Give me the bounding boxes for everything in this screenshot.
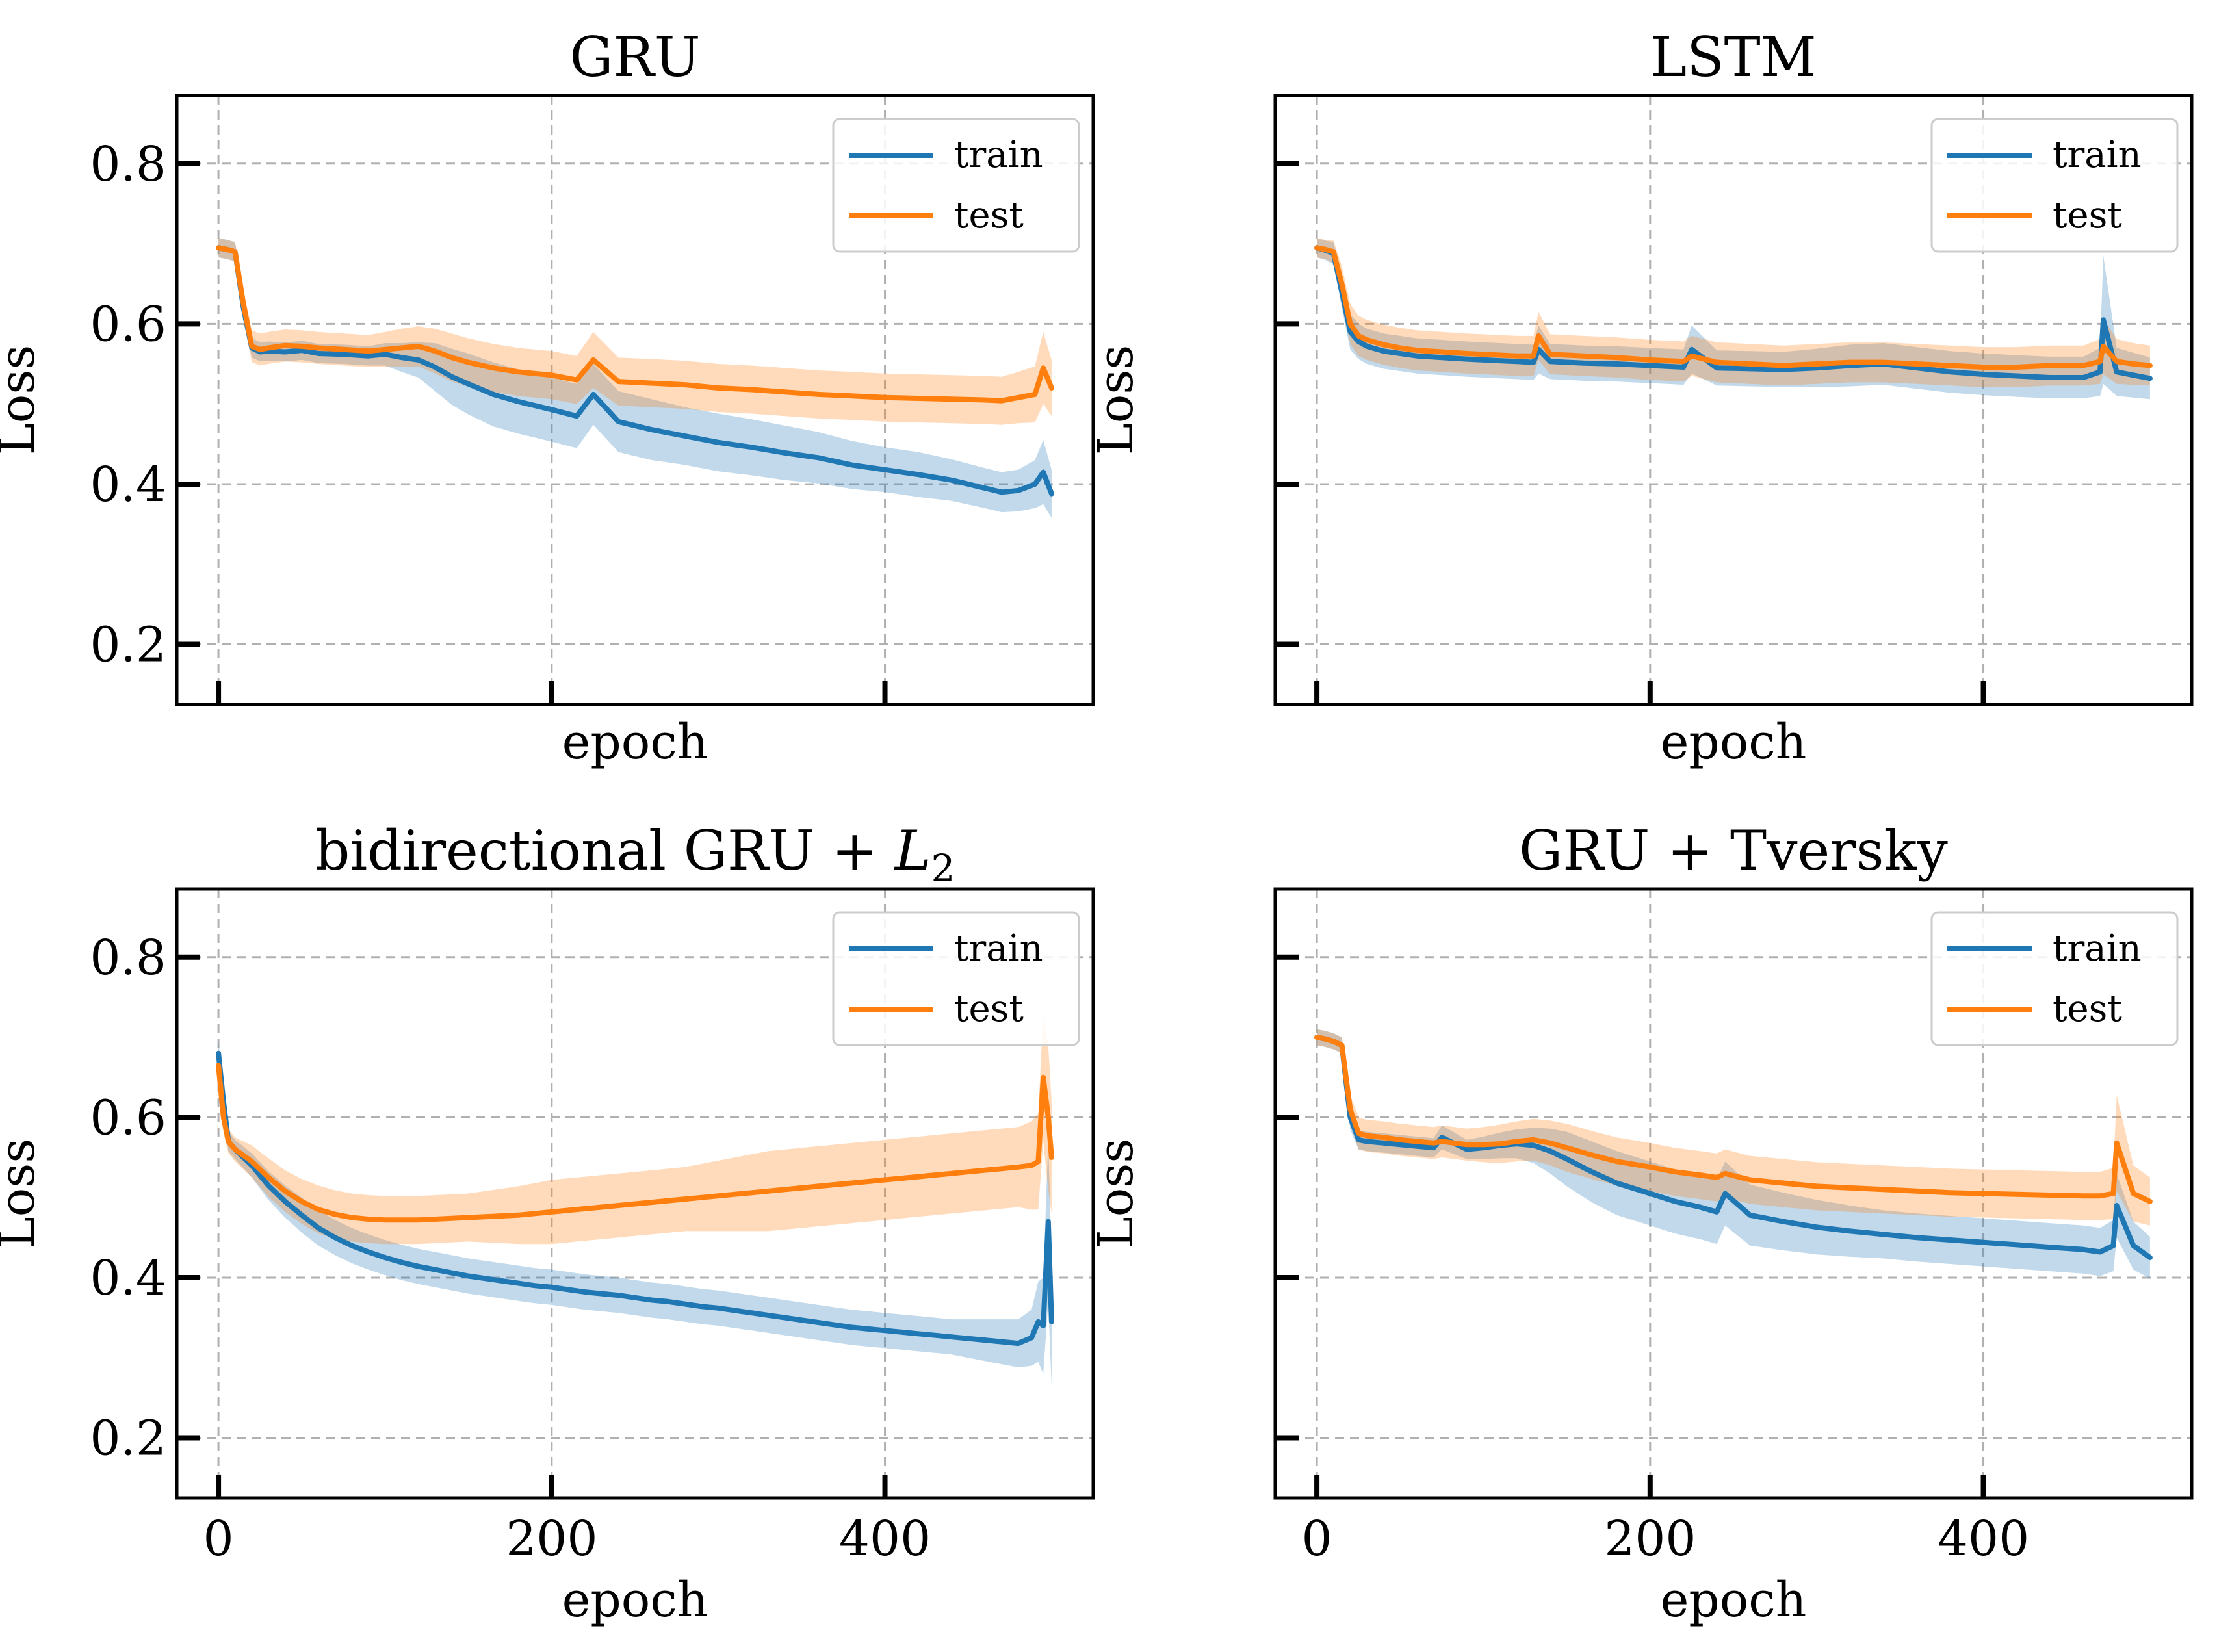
series-band-test <box>1317 1029 2150 1226</box>
x-axis-label: epoch <box>562 714 708 770</box>
axes-frame <box>175 887 1095 1500</box>
legend-label-train: train <box>954 134 1043 176</box>
plot-area <box>216 238 1054 518</box>
y-tick-label: 0.2 <box>90 1411 166 1467</box>
y-tick-label: 0.6 <box>90 1090 166 1146</box>
chart-title: bidirectional GRU + L2 <box>315 819 955 890</box>
panel-2: LSTM epoch Loss train test <box>1088 25 2194 770</box>
axes-frame <box>175 94 1095 706</box>
y-tick-label: 0.8 <box>90 136 166 192</box>
series-band-test <box>1317 238 2150 387</box>
x-tick-label: 400 <box>1938 1511 2029 1567</box>
series-line-train <box>1314 1035 2153 1261</box>
panel-3: 0 200 400 0.2 0.4 0.6 0.8 bidirectional GRU + L… <box>0 819 1095 1628</box>
series-band-test <box>218 1013 1052 1245</box>
x-axis-label: epoch <box>562 1572 708 1628</box>
y-tick-label: 0.4 <box>90 1250 166 1306</box>
x-axis-label: epoch <box>1661 1572 1807 1628</box>
panel-1: 0.2 0.4 0.6 0.8 GRU epoch Loss train test <box>0 25 1095 770</box>
y-tick-label: 0.2 <box>90 617 166 673</box>
plot-area <box>216 1013 1054 1386</box>
legend-label-test: test <box>2053 194 2122 237</box>
y-tick-label: 0.6 <box>90 296 166 352</box>
x-axis-label: epoch <box>1661 714 1807 770</box>
title-l: L <box>894 819 931 883</box>
title-main: bidirectional GRU + <box>315 819 895 883</box>
legend-label-test: test <box>954 194 1024 237</box>
x-tick-label: 200 <box>506 1511 597 1567</box>
x-tick-label: 0 <box>1302 1511 1332 1567</box>
x-tick-label: 400 <box>839 1511 931 1567</box>
series-line-test <box>1314 245 2153 370</box>
series-line-test <box>216 245 1054 404</box>
series-line-train <box>216 245 1054 497</box>
legend-label-test: test <box>2053 988 2122 1030</box>
legend: train test <box>832 911 1080 1046</box>
series-band-train <box>1317 238 2150 400</box>
title-subscript: 2 <box>931 846 955 890</box>
y-axis-label: Loss <box>1088 345 1144 456</box>
series-band-train <box>218 238 1052 518</box>
legend: train test <box>1930 911 2179 1046</box>
y-axis-label: Loss <box>0 345 45 456</box>
y-tick-label: 0.4 <box>90 457 166 513</box>
series-band-train <box>1317 1029 2150 1279</box>
series-line-test <box>1314 1035 2153 1204</box>
legend: train test <box>832 118 1080 253</box>
y-axis-label: Loss <box>1088 1139 1144 1249</box>
panel-4: 0 200 400 GRU + Tversky epoch Loss train test <box>1088 819 2194 1628</box>
x-tick-label: 200 <box>1604 1511 1696 1567</box>
legend-label-train: train <box>2053 134 2142 176</box>
series-band-test <box>218 238 1052 425</box>
chart-title: LSTM <box>1650 25 1816 89</box>
plot-area <box>1314 238 2153 400</box>
series-band-train <box>218 1041 1052 1386</box>
plot-area <box>1314 1029 2153 1279</box>
chart-title: GRU <box>569 25 700 89</box>
legend: train test <box>1930 118 2179 253</box>
legend-label-test: test <box>954 988 1024 1030</box>
series-line-train <box>1314 245 2153 381</box>
y-tick-label: 0.8 <box>90 930 166 986</box>
y-axis-label: Loss <box>0 1139 45 1249</box>
series-line-test <box>216 1063 1054 1223</box>
legend-label-train: train <box>954 927 1043 970</box>
chart-title: GRU + Tversky <box>1519 819 1948 883</box>
legend-label-train: train <box>2053 927 2142 970</box>
x-tick-label: 0 <box>203 1511 234 1567</box>
series-line-train <box>216 1050 1054 1347</box>
axes-frame <box>1273 887 2194 1500</box>
axes-frame <box>1273 94 2194 706</box>
